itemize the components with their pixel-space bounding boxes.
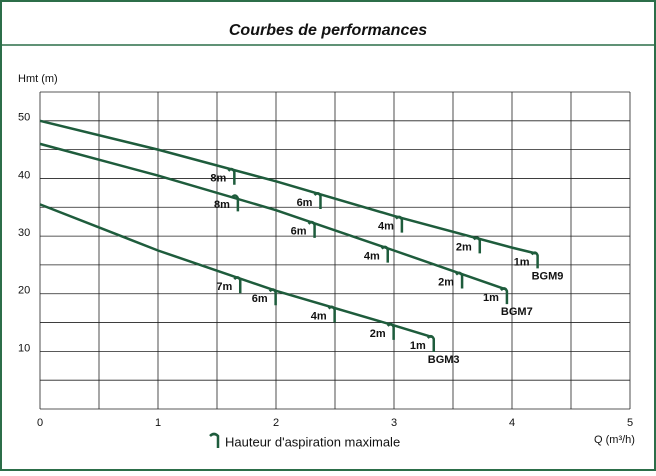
x-tick-label: 0 [37,417,43,429]
marker-label: 6m [297,197,313,209]
y-tick-label: 30 [18,227,30,239]
suction-marker [426,334,436,352]
suction-marker [227,167,236,185]
y-tick-label: 40 [18,169,30,181]
suction-marker [380,245,389,263]
suction-marker [386,322,395,340]
x-tick-label: 3 [391,417,397,429]
suction-marker [230,194,240,212]
marker-label: 1m [483,292,499,304]
marker-label: 4m [364,251,380,263]
suction-marker [395,215,404,233]
legend-label: Hauteur d'aspiration maximale [225,434,400,449]
legend-icon [209,432,220,448]
suction-marker [313,192,322,210]
curve [39,142,506,291]
suction-marker [500,287,509,305]
marker-label: 2m [456,241,472,253]
y-axis-label: Hmt (m) [18,73,58,85]
marker-label: 6m [252,293,268,305]
x-tick-label: 1 [155,417,161,429]
suction-marker [307,220,316,238]
x-tick-label: 5 [627,417,633,429]
series-label: BGM7 [501,306,533,318]
y-tick-label: 20 [18,285,30,297]
series-label: BGM9 [532,270,564,282]
suction-marker [233,276,242,294]
suction-marker [327,305,336,323]
marker-label: 4m [311,310,327,322]
marker-label: 2m [370,328,386,340]
x-tick-label: 2 [273,417,279,429]
marker-label: 8m [210,173,226,185]
y-tick-label: 10 [18,342,30,354]
marker-label: 1m [410,340,426,352]
x-tick-label: 4 [509,417,515,429]
marker-label: 6m [291,226,307,238]
curve [39,119,536,255]
chart-title: Courbes de performances [229,22,427,39]
x-axis-label: Q (m³/h) [594,434,635,446]
suction-marker [268,288,277,306]
suction-marker [472,236,482,254]
suction-marker [530,251,539,269]
series-label: BGM3 [428,354,460,366]
marker-label: 7m [216,281,232,293]
suction-marker [455,271,464,289]
marker-label: 8m [214,199,230,211]
marker-label: 2m [438,276,454,288]
marker-label: 1m [514,256,530,268]
marker-label: 4m [378,221,394,233]
y-tick-label: 50 [18,112,30,124]
